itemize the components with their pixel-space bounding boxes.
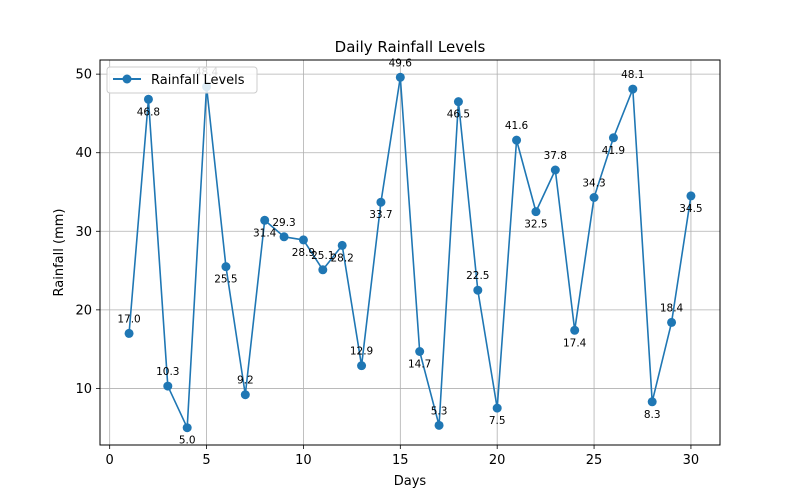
data-point <box>395 72 405 82</box>
data-point <box>531 207 541 217</box>
legend-box <box>106 66 258 94</box>
y-tick-label: 40 <box>75 146 92 161</box>
data-point <box>473 285 483 295</box>
data-label: 17.4 <box>563 337 587 349</box>
data-label: 48.1 <box>621 69 644 81</box>
x-tick-label: 10 <box>295 453 312 468</box>
data-label: 5.3 <box>431 405 448 417</box>
data-point <box>570 325 580 335</box>
x-axis-title: Days <box>394 474 427 489</box>
data-label: 25.5 <box>214 274 237 286</box>
series-line <box>128 76 692 429</box>
y-tick-label: 20 <box>75 303 92 318</box>
data-point <box>453 97 463 107</box>
data-point <box>163 381 173 391</box>
x-tick-label: 0 <box>106 453 114 468</box>
data-label: 41.6 <box>505 120 529 132</box>
plot-area-frame <box>99 59 721 446</box>
data-point <box>512 135 522 145</box>
data-labels: 17.046.810.35.048.425.59.231.429.328.925… <box>117 57 702 446</box>
data-point <box>434 420 444 430</box>
data-label: 8.3 <box>644 409 661 421</box>
data-point <box>143 94 153 104</box>
data-label: 17.0 <box>117 313 140 325</box>
data-label: 37.8 <box>544 150 567 162</box>
legend-marker-swatch <box>122 74 132 84</box>
data-label: 12.9 <box>350 346 373 358</box>
data-label: 14.7 <box>408 359 431 371</box>
legend-label: Rainfall Levels <box>151 73 245 88</box>
data-label: 32.5 <box>524 219 547 231</box>
y-tick-label: 10 <box>75 382 92 397</box>
data-point <box>260 215 270 225</box>
data-point <box>647 397 657 407</box>
data-label: 5.0 <box>179 435 196 447</box>
data-label: 28.2 <box>330 252 353 264</box>
series-layer <box>124 72 696 433</box>
data-point <box>589 193 599 202</box>
data-point <box>357 361 367 371</box>
data-label: 22.5 <box>466 270 489 282</box>
data-point <box>550 165 560 175</box>
data-point <box>376 197 386 207</box>
y-tick-label: 50 <box>75 68 92 83</box>
data-point <box>667 317 677 327</box>
x-tick-label: 5 <box>202 453 210 468</box>
data-label: 31.4 <box>253 227 277 239</box>
grid <box>100 60 720 445</box>
data-label: 7.5 <box>489 415 506 427</box>
axis-ticks: 0 5 10 15 20 25 30 10 20 30 40 50 <box>75 68 699 468</box>
data-point <box>240 390 250 400</box>
data-point <box>298 235 308 245</box>
data-label: 10.3 <box>156 366 179 378</box>
data-label: 46.8 <box>137 106 160 118</box>
data-point <box>628 84 638 94</box>
data-label: 29.3 <box>272 217 295 229</box>
x-tick-label: 15 <box>392 453 409 468</box>
data-point <box>608 133 618 143</box>
data-point <box>415 347 425 356</box>
data-point <box>337 240 347 250</box>
data-point <box>279 232 289 242</box>
data-label: 28.9 <box>292 247 315 259</box>
data-point <box>221 262 231 272</box>
data-point <box>686 191 696 201</box>
data-point <box>492 403 502 413</box>
x-tick-label: 30 <box>683 453 700 468</box>
data-label: 33.7 <box>369 209 392 221</box>
legend: Rainfall Levels <box>106 66 258 94</box>
data-point <box>182 423 192 433</box>
data-label: 18.4 <box>660 302 684 314</box>
data-label: 34.5 <box>679 203 702 215</box>
data-label: 25.1 <box>311 250 334 262</box>
data-label: 49.6 <box>389 57 413 69</box>
data-label: 9.2 <box>237 375 254 387</box>
chart-title: Daily Rainfall Levels <box>335 38 486 56</box>
x-tick-label: 20 <box>489 453 506 468</box>
data-label: 41.9 <box>602 145 625 157</box>
data-point <box>124 328 134 338</box>
data-label: 46.5 <box>447 109 470 121</box>
y-axis-title: Rainfall (mm) <box>52 209 67 297</box>
data-point <box>318 265 328 275</box>
x-tick-label: 25 <box>586 453 603 468</box>
y-tick-label: 30 <box>75 225 92 240</box>
data-label: 34.3 <box>582 178 605 190</box>
